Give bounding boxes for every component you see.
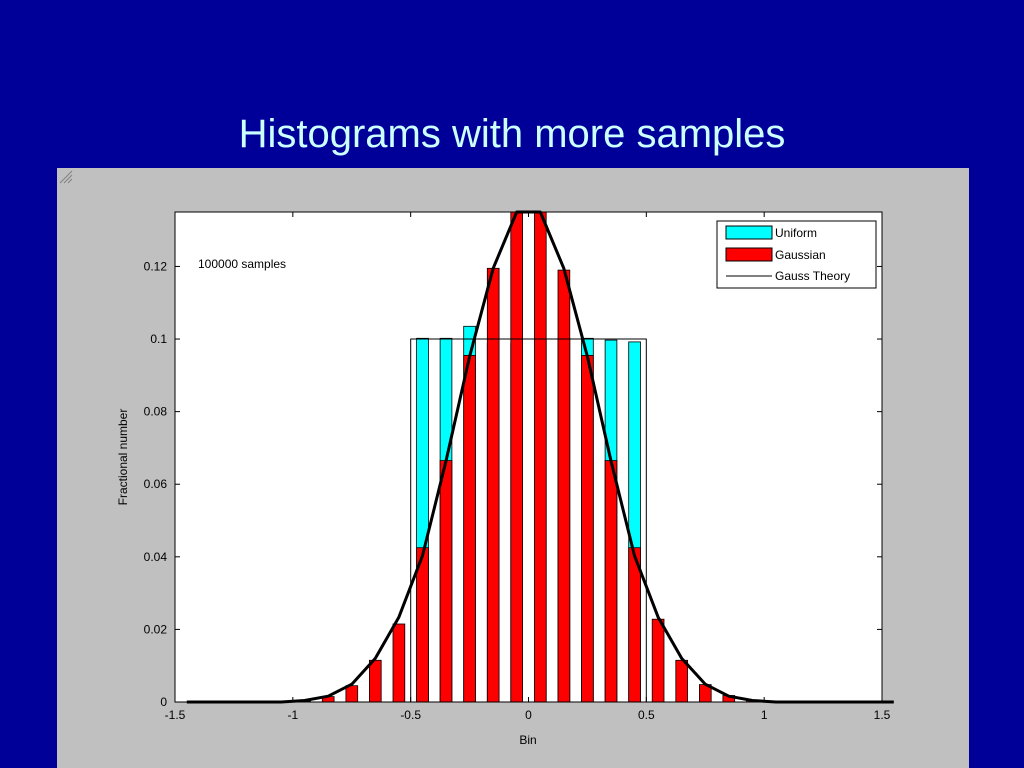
bar-gaussian-4 — [392, 623, 406, 703]
legend-swatch-uniform — [725, 225, 773, 240]
line-uniform-theory — [410, 338, 647, 702]
bar-gaussian-9 — [510, 211, 523, 703]
resize-grip-icon[interactable] — [57, 168, 73, 184]
bar-gaussian-3 — [368, 659, 382, 703]
bar-gaussian-5 — [416, 547, 429, 703]
slide-title: Histograms with more samples — [238, 112, 786, 156]
bar-gaussian-11 — [557, 269, 571, 703]
y-tick-label-5: 0.1 — [150, 332, 167, 346]
x-tick-label-0: -1.5 — [165, 708, 186, 722]
bar-gaussian-15 — [651, 618, 665, 703]
bar-gaussian-16 — [675, 659, 688, 703]
bar-gaussian-12 — [581, 354, 594, 703]
x-tick-label-3: 0 — [525, 708, 532, 722]
bar-gaussian-10 — [533, 211, 547, 703]
legend: Uniform Gaussian Gauss Theory — [716, 220, 877, 289]
plot-frame — [174, 211, 883, 703]
bar-gaussian-6 — [439, 460, 453, 703]
x-axis-label: Bin — [519, 733, 536, 747]
y-axis-label: Fractional number — [116, 409, 130, 506]
annotation-label: 100000 samples — [198, 257, 286, 271]
histogram-chart: -1.5 -1 -0.5 0 0.5 1 1.5 0 0.02 0.04 0.06 0.08 0.1 0.… — [116, 210, 894, 747]
figure-panel: -1.5 -1 -0.5 0 0.5 1 1.5 0 0.02 0.04 0.06 0.08 0.1 0.… — [57, 168, 969, 768]
legend-label-uniform: Uniform — [775, 226, 817, 240]
y-tick-label-4: 0.08 — [144, 405, 168, 419]
x-tick-label-5: 1 — [761, 708, 768, 722]
ticks-layer: -1.5 -1 -0.5 0 0.5 1 1.5 0 0.02 0.04 0.06 0.08 0.1 0.… — [144, 212, 891, 722]
legend-label-gauss-theory: Gauss Theory — [775, 269, 850, 283]
bar-gaussian-8 — [486, 267, 500, 703]
y-tick-label-3: 0.06 — [144, 477, 168, 491]
bar-gaussian-13 — [604, 460, 618, 703]
x-tick-label-1: -1 — [287, 708, 298, 722]
legend-swatch-gaussian — [725, 247, 773, 262]
plot-area — [174, 211, 883, 703]
y-tick-label-0: 0 — [160, 695, 167, 709]
bar-gaussian-2 — [345, 685, 359, 703]
y-tick-label-6: 0.12 — [144, 259, 168, 273]
x-tick-label-2: -0.5 — [400, 708, 421, 722]
y-tick-label-2: 0.04 — [144, 550, 168, 564]
bar-gaussian-7 — [463, 354, 476, 703]
legend-label-gaussian: Gaussian — [775, 248, 826, 262]
x-tick-label-6: 1.5 — [874, 708, 891, 722]
x-tick-label-4: 0.5 — [638, 708, 655, 722]
y-tick-label-1: 0.02 — [144, 622, 168, 636]
